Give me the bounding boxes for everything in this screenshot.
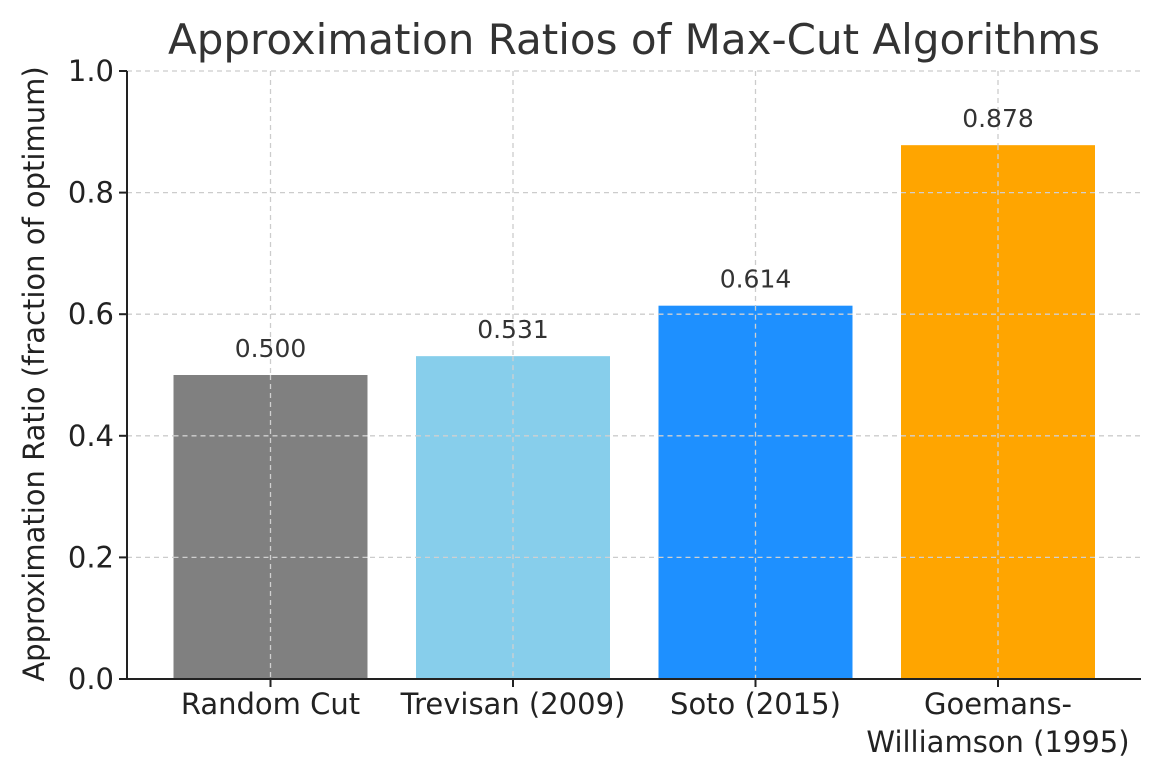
y-tick-label: 0.8	[68, 176, 114, 210]
x-tick-label: Goemans-	[924, 687, 1072, 721]
bar	[658, 305, 853, 679]
y-tick-label: 1.0	[68, 54, 114, 88]
y-tick-label: 0.4	[68, 419, 114, 453]
x-tick-label: Random Cut	[181, 687, 360, 721]
bar-value-label: 0.500	[235, 334, 307, 363]
value-labels: 0.500 0.531 0.614 0.878	[235, 104, 1034, 363]
x-ticks: Random Cut Trevisan (2009) Soto (2015) Goem…	[181, 679, 1130, 759]
bar	[416, 356, 610, 679]
bars	[173, 145, 1095, 679]
bar-value-label: 0.614	[720, 265, 792, 294]
x-tick-label: Williamson (1995)	[866, 725, 1129, 759]
bar-value-label: 0.531	[477, 315, 549, 344]
y-axis-label: Approximation Ratio (fraction of optimum…	[17, 66, 51, 681]
chart-title: Approximation Ratios of Max-Cut Algorith…	[168, 15, 1100, 64]
y-ticks: 0.0 0.2 0.4 0.6 0.8 1.0	[68, 54, 127, 696]
y-tick-label: 0.0	[68, 662, 114, 696]
bar-value-label: 0.878	[962, 104, 1034, 133]
x-tick-label: Trevisan (2009)	[400, 687, 626, 721]
y-tick-label: 0.2	[68, 540, 114, 574]
x-tick-label: Soto (2015)	[670, 687, 841, 721]
axes	[126, 71, 1141, 680]
y-tick-label: 0.6	[68, 297, 114, 331]
